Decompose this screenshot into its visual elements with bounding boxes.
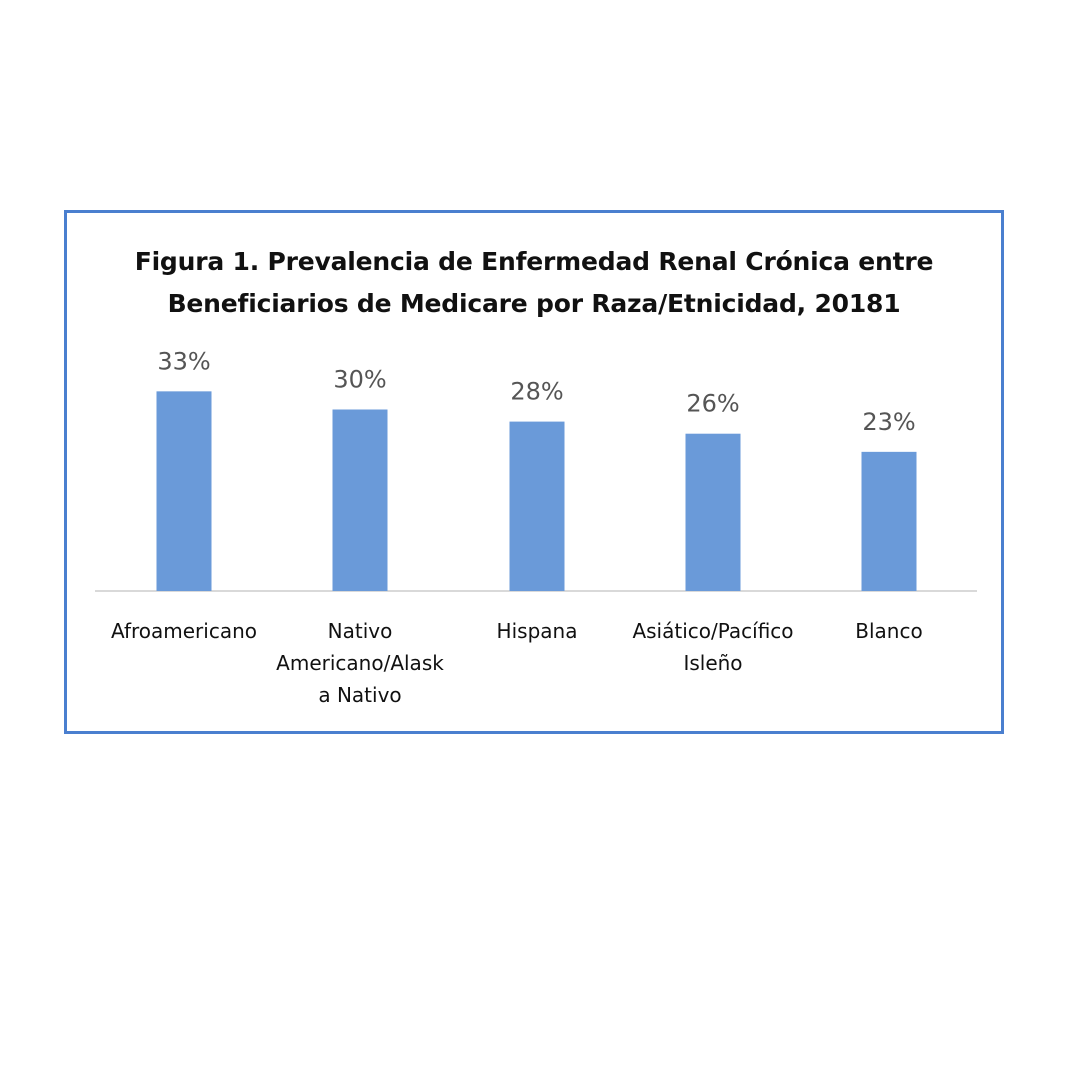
- data-label-2: 28%: [510, 378, 563, 406]
- data-label-3: 26%: [686, 390, 739, 418]
- chart-title-line-1: Figura 1. Prevalencia de Enfermedad Rena…: [134, 247, 934, 276]
- category-label-3: Asiático/Pacífico Isleño: [618, 615, 808, 679]
- data-label-4: 23%: [862, 408, 915, 436]
- category-label-0: Afroamericano: [89, 615, 279, 647]
- bar-2: [509, 421, 565, 591]
- category-label-line: Isleño: [683, 651, 743, 675]
- bar-chart: 33% 30% 28% 26% 23%: [95, 347, 977, 592]
- data-label-1: 30%: [333, 366, 386, 394]
- data-label-0: 33%: [157, 347, 210, 375]
- category-label-line: Asiático/Pacífico: [632, 619, 794, 643]
- bar-3: [685, 433, 741, 591]
- category-label-line: Nativo: [327, 619, 393, 643]
- bar-4: [861, 451, 917, 591]
- category-label-4: Blanco: [794, 615, 984, 647]
- category-label-line: Blanco: [855, 619, 923, 643]
- category-label-line: a Nativo: [318, 683, 402, 707]
- category-label-line: Hispana: [496, 619, 578, 643]
- chart-frame: Figura 1. Prevalencia de Enfermedad Rena…: [64, 210, 1004, 734]
- chart-title-line-2: Beneficiarios de Medicare por Raza/Etnic…: [167, 289, 901, 318]
- category-label-line: Americano/Alask: [276, 651, 444, 675]
- chart-title: Figura 1. Prevalencia de Enfermedad Rena…: [67, 241, 1001, 325]
- bar-1: [332, 409, 388, 591]
- category-label-2: Hispana: [442, 615, 632, 647]
- category-label-line: Afroamericano: [110, 619, 257, 643]
- bar-0: [156, 391, 212, 591]
- category-label-1: Nativo Americano/Alask a Nativo: [265, 615, 455, 711]
